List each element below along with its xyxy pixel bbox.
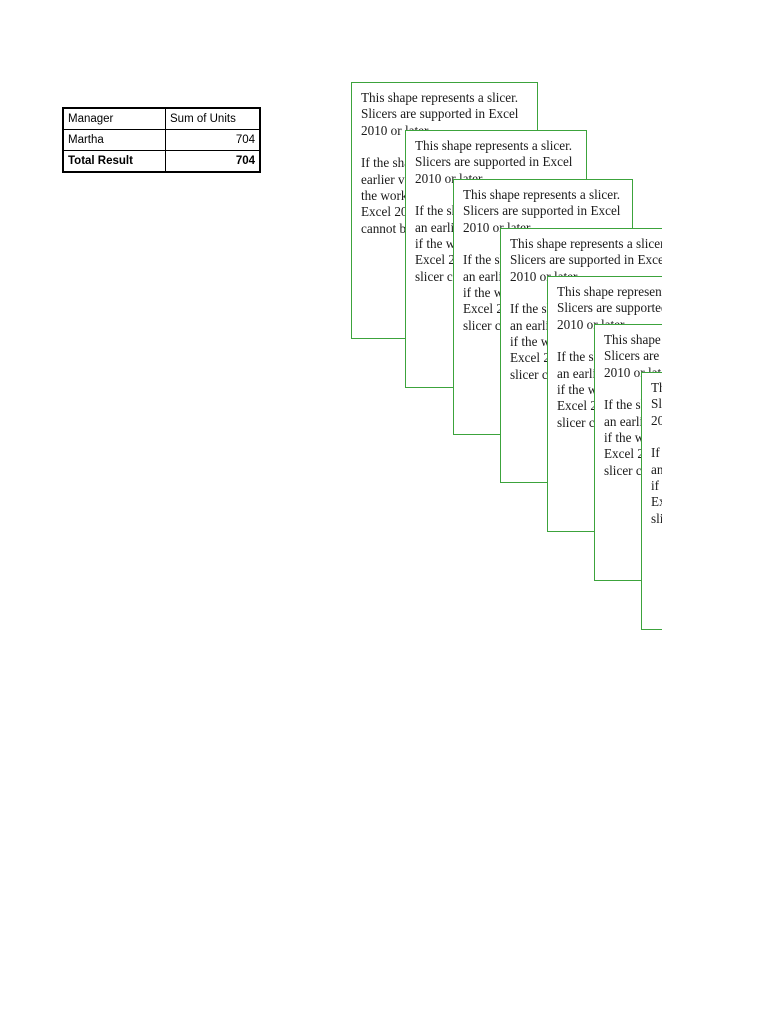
slicer-message-secondary: If the shape was modified in an earlier … — [651, 445, 662, 526]
table-row: Martha 704 — [62, 129, 261, 151]
table-total-row: Total Result 704 — [62, 150, 261, 173]
slicer-message-primary: This shape represents a slicer. Slicers … — [361, 90, 519, 138]
cell-total-units: 704 — [165, 150, 261, 173]
cell-manager-units: 704 — [165, 129, 261, 151]
slicer-message-primary: This shape represents a slicer. Slicers … — [510, 236, 662, 284]
cell-manager-name: Martha — [62, 129, 166, 151]
slicer-message-primary: This shape represents a slicer. Slicers … — [651, 380, 662, 428]
pivot-table: Manager Sum of Units Martha 704 Total Re… — [62, 107, 261, 173]
slicer-message-primary: This shape represents a slicer. Slicers … — [557, 284, 662, 332]
slicer-shape-layer: This shape represents a slicer. Slicers … — [351, 82, 662, 630]
slicer-shape-7[interactable]: This shape represents a slicer. Slicers … — [641, 372, 662, 630]
slicer-message-primary: This shape represents a slicer. Slicers … — [415, 138, 573, 186]
cell-total-label: Total Result — [62, 150, 166, 173]
slicer-message-primary: This shape represents a slicer. Slicers … — [604, 332, 662, 380]
pivot-table-body: Manager Sum of Units Martha 704 Total Re… — [62, 107, 261, 173]
